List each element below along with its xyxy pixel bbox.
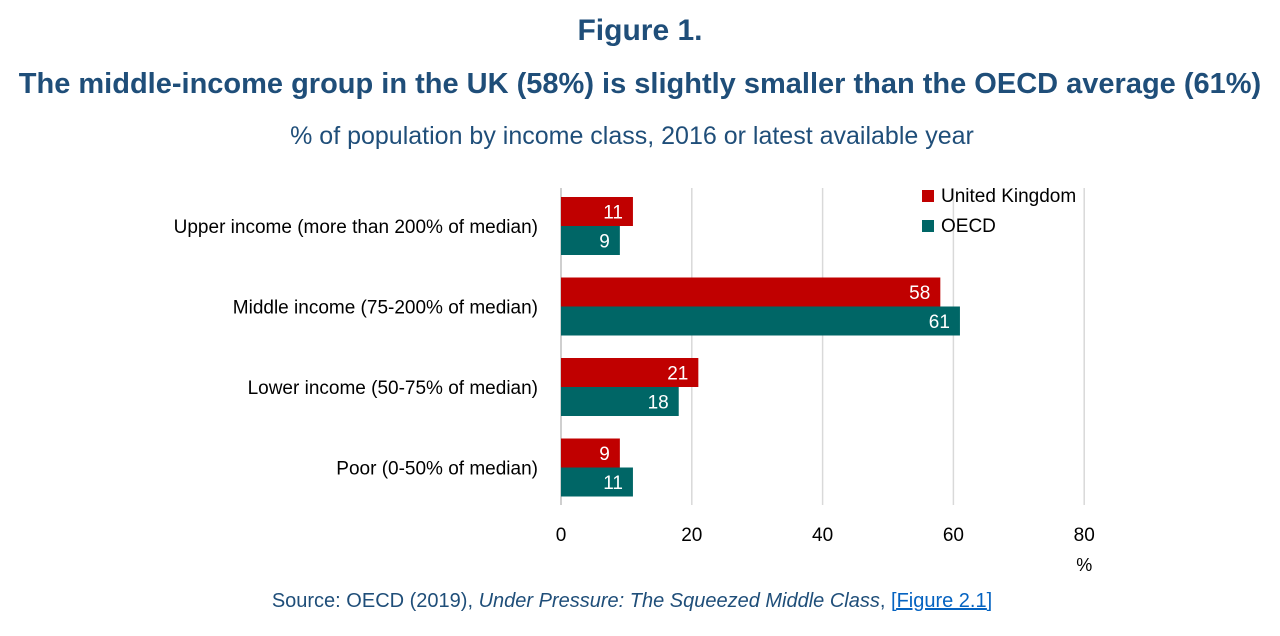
source-note: Source: OECD (2019), Under Pressure: The…: [0, 590, 1264, 613]
data-label: 18: [648, 393, 669, 414]
legend-swatch: [922, 190, 934, 202]
x-tick-label: 60: [943, 525, 964, 546]
category-labels: Upper income (more than 200% of median) M…: [174, 217, 538, 480]
bar: [561, 306, 960, 336]
x-axis-ticks: 0 20 40 60 80%: [556, 525, 1095, 575]
source-prefix: Source: OECD (2019),: [271, 590, 479, 612]
category-label: Upper income (more than 200% of median): [174, 217, 538, 238]
category-label: Middle income (75-200% of median): [233, 298, 538, 319]
x-tick-label: 20: [681, 525, 702, 546]
data-label: 21: [667, 364, 688, 385]
bar: [561, 197, 633, 226]
data-label: 9: [599, 444, 610, 465]
legend-label: United Kingdom: [941, 186, 1076, 207]
data-label: 9: [599, 232, 610, 253]
data-label: 11: [603, 203, 623, 224]
x-tick-label: 0: [556, 525, 567, 546]
bar: [561, 387, 679, 416]
x-axis-label: %: [1076, 555, 1092, 575]
link-open: [: [891, 590, 897, 612]
bar: [561, 467, 633, 497]
chart-title: The middle-income group in the UK (58%) …: [18, 68, 1262, 100]
grid-lines: [560, 188, 1085, 505]
figure-link[interactable]: [Figure 2.1]: [891, 590, 992, 612]
bar: [561, 438, 620, 468]
bars: 11 9 58 61 21 18 9 11: [561, 197, 960, 497]
source-separator: ,: [879, 590, 891, 612]
legend-label: OECD: [941, 216, 996, 237]
data-label: 61: [929, 312, 950, 333]
category-label: Lower income (50-75% of median): [248, 378, 538, 399]
link-close: ]: [986, 590, 993, 612]
chart-subtitle: % of population by income class, 2016 or…: [290, 122, 974, 150]
x-tick-label: 80: [1074, 525, 1095, 546]
bar: [561, 277, 941, 307]
bar: [561, 226, 620, 255]
figure-number: Figure 1.: [577, 14, 703, 47]
link-text: Figure 2.1: [896, 590, 987, 612]
bar: [561, 358, 699, 387]
data-label: 11: [603, 473, 623, 494]
category-label: Poor (0-50% of median): [336, 459, 538, 480]
source-publication: Under Pressure: The Squeezed Middle Clas…: [478, 590, 880, 612]
data-label: 58: [909, 283, 930, 304]
legend-swatch: [922, 220, 934, 232]
legend: United Kingdom OECD: [922, 186, 1076, 237]
x-tick-label: 40: [812, 525, 833, 546]
